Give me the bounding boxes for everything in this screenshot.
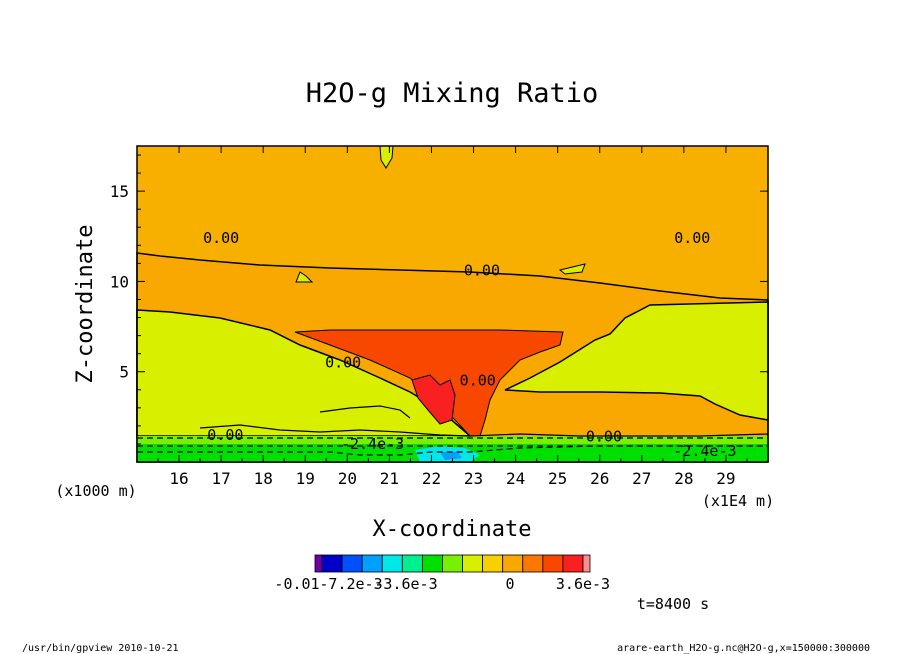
x-axis-label: X-coordinate: [373, 517, 532, 542]
colorbar-swatch: [562, 554, 584, 573]
x-unit-left: (x1000 m): [55, 482, 136, 500]
footer-left: /usr/bin/gpview 2010-10-21: [22, 643, 179, 654]
x-unit-right: (x1E4 m): [702, 492, 774, 510]
y-axis-label: Z-coordinate: [73, 225, 98, 384]
dark-red-core: [411, 374, 456, 425]
colorbar-swatch: [482, 554, 504, 573]
x-tick-label: 18: [254, 469, 273, 488]
colorbar-swatch: [542, 554, 564, 573]
small-closed-contour-left: [295, 271, 314, 283]
plot-area: 0.00 0.00 0.00 0.00 0.00 0.00 0.00 -2.4e-3 -2.4e…: [136, 145, 769, 463]
contour-label: 0.00: [460, 372, 496, 390]
colorbar-swatch: [582, 554, 591, 573]
colorbar-label: -3.6e-3: [374, 575, 437, 593]
surface-solid-contour: [199, 424, 769, 437]
time-label: t=8400 s: [637, 595, 709, 613]
colorbar-swatch: [502, 554, 524, 573]
colorbar-label: 0: [505, 575, 514, 593]
x-axis: 16 17 18 19 20 21 22 23 24 25 26 27 28 29: [157, 146, 748, 488]
contour-label: 0.00: [325, 354, 361, 372]
colorbar-swatch: [442, 554, 463, 573]
x-tick-label: 17: [212, 469, 231, 488]
x-tick-label: 29: [716, 469, 735, 488]
contour-label: -2.4e-3: [341, 435, 404, 453]
surface-dashed-contours: [137, 437, 768, 456]
chart-title: H2O-g Mixing Ratio: [306, 78, 599, 109]
x-tick-label: 27: [632, 469, 651, 488]
colorbar-swatch: [421, 554, 443, 573]
y-tick-label: 15: [110, 182, 129, 201]
colorbar-label: 3.6e-3: [556, 575, 610, 593]
colorbar: [314, 554, 591, 573]
contour-label: 0.00: [207, 426, 243, 444]
x-tick-label: 20: [338, 469, 357, 488]
x-tick-label: 23: [464, 469, 483, 488]
colorbar-labels: -0.01 -7.2e-3-3.6e-3 0 3.6e-3: [274, 575, 610, 593]
y-tick-label: 10: [110, 272, 129, 291]
x-tick-label: 24: [506, 469, 525, 488]
x-tick-label: 16: [169, 469, 188, 488]
colorbar-swatch: [314, 554, 323, 573]
colorbar-swatch: [321, 554, 343, 573]
colorbar-swatch: [341, 554, 363, 573]
x-tick-label: 26: [590, 469, 609, 488]
contour-label: 0.00: [674, 229, 710, 247]
colorbar-swatch: [522, 554, 544, 573]
right-wavy-contour: [319, 405, 411, 419]
y-axis: 5 10 15: [110, 154, 768, 445]
colorbar-label: -7.2e-3: [319, 575, 382, 593]
surface-light-green-layer: [137, 436, 768, 444]
contour-label: 0.00: [203, 229, 239, 247]
x-tick-label: 19: [296, 469, 315, 488]
colorbar-swatch: [381, 554, 403, 573]
contour-label: -2.4e-3: [673, 442, 736, 460]
colorbar-swatch: [462, 554, 484, 573]
right-yellowgreen-layer: [504, 301, 769, 421]
colorbar-swatch: [361, 554, 383, 573]
contour-label: 0.00: [586, 428, 622, 446]
contour-label: 0.00: [464, 262, 500, 280]
x-tick-label: 25: [548, 469, 567, 488]
surface-blue-patch: [440, 452, 462, 460]
x-tick-label: 22: [422, 469, 441, 488]
x-tick-label: 28: [674, 469, 693, 488]
colorbar-swatch: [401, 554, 423, 573]
small-closed-contour-right: [558, 263, 586, 275]
footer-right: arare-earth_H2O-g.nc@H2O-g,x=150000:3000…: [617, 643, 870, 654]
colorbar-label: -0.01: [274, 575, 319, 593]
y-tick-label: 5: [119, 363, 129, 382]
x-tick-label: 21: [380, 469, 399, 488]
